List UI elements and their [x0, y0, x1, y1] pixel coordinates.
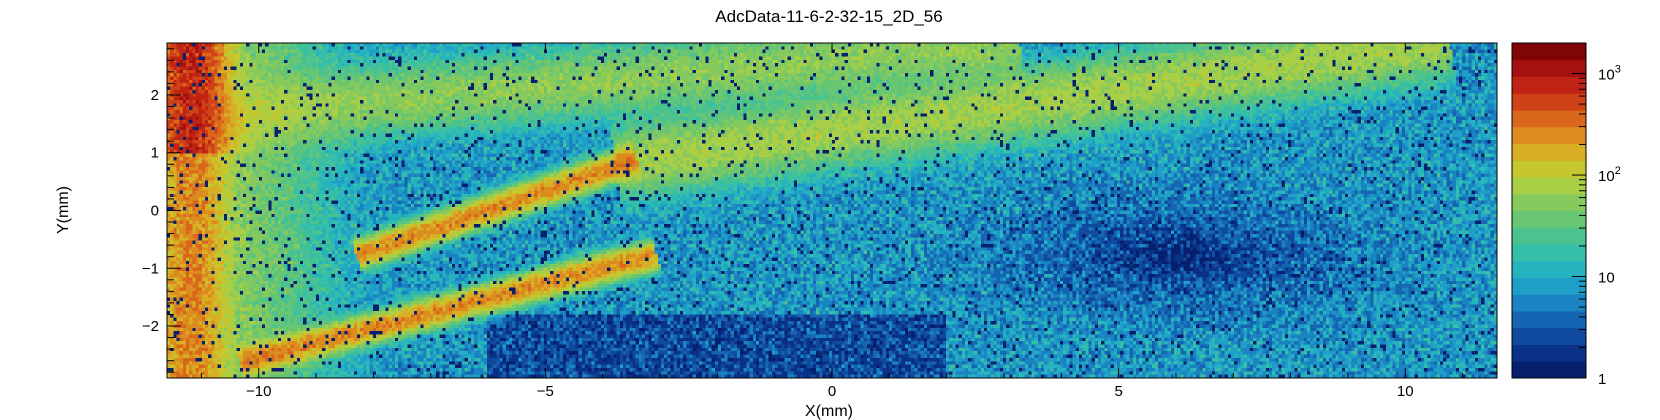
colorbar-label-exponent: 2: [1615, 165, 1621, 177]
colorbar-label: 102: [1598, 165, 1621, 185]
colorbar-swatch: [1512, 277, 1586, 295]
heatmap-cells: [167, 43, 1497, 378]
colorbar-swatch: [1512, 227, 1586, 245]
colorbar-swatch: [1512, 210, 1586, 228]
x-axis: −10 −5 0 5 10: [200, 43, 1464, 400]
y-axis: −2 −1 0 1 2: [142, 48, 181, 373]
colorbar-swatch: [1512, 361, 1586, 379]
x-axis-title: X(mm): [805, 403, 853, 420]
colorbar-swatch: [1512, 59, 1586, 77]
colorbar-swatch: [1512, 327, 1586, 345]
y-tick-label: −2: [142, 318, 159, 335]
y-tick-label: −1: [142, 260, 159, 277]
colorbar-swatch: [1512, 93, 1586, 111]
colorbar-swatch: [1512, 110, 1586, 128]
colorbar-swatch: [1512, 76, 1586, 94]
x-tick-label: 10: [1397, 383, 1414, 400]
colorbar-swatch: [1512, 177, 1586, 195]
y-tick-label: 2: [151, 87, 159, 104]
colorbar-label: 103: [1598, 64, 1621, 84]
y-tick-label: 1: [151, 145, 159, 162]
colorbar-frame: [1511, 42, 1587, 379]
colorbar-swatch: [1512, 311, 1586, 329]
x-tick-label: −10: [246, 383, 271, 400]
colorbar-swatch: [1512, 143, 1586, 161]
colorbar-label-exponent: 3: [1615, 64, 1621, 76]
colorbar-swatch: [1512, 244, 1586, 262]
color-scale-bar: 1 10 102 103: [1511, 42, 1621, 388]
colorbar-swatch: [1512, 260, 1586, 278]
x-tick-label: 0: [828, 383, 836, 400]
heatmap-image: [167, 43, 1497, 378]
colorbar-swatch: [1512, 43, 1586, 61]
y-tick-label: 0: [151, 203, 159, 220]
y-axis-title: Y(mm): [55, 186, 72, 234]
x-tick-label: 5: [1114, 383, 1122, 400]
colorbar-swatch: [1512, 126, 1586, 144]
colorbar-swatch: [1512, 294, 1586, 312]
colorbar-swatch: [1512, 160, 1586, 178]
x-tick-label: −5: [537, 383, 554, 400]
colorbar-label: 1: [1598, 371, 1606, 388]
colorbar-swatch: [1512, 193, 1586, 211]
chart-title: AdcData-11-6-2-32-15_2D_56: [715, 7, 942, 26]
colorbar-label: 10: [1598, 270, 1615, 287]
colorbar-swatch: [1512, 344, 1586, 362]
